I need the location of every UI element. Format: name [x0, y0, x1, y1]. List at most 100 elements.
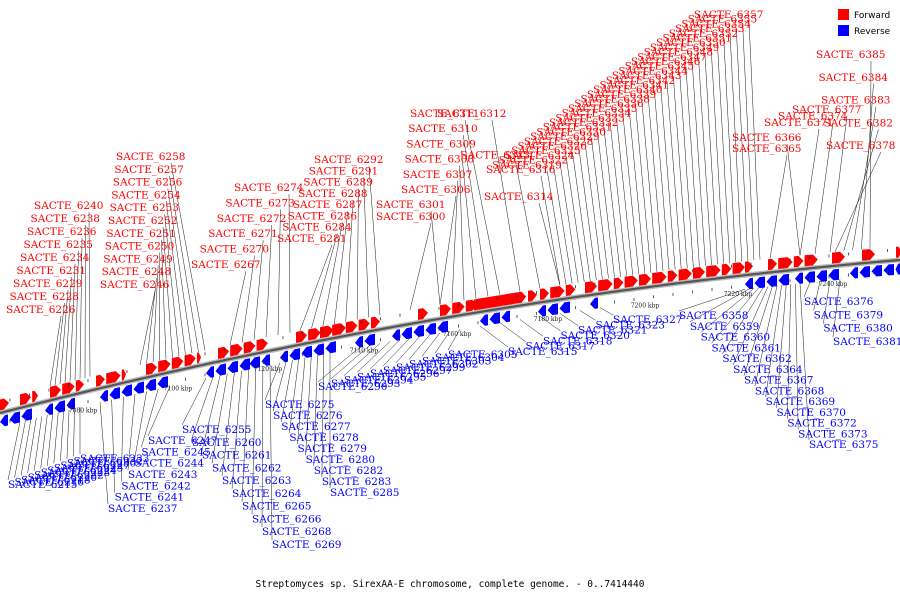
forward-gene-label: SACTE_6292 [314, 154, 383, 166]
reverse-gene-label: SACTE_6247 [148, 435, 217, 447]
forward-gene-arrow [540, 288, 549, 300]
forward-gene-label: SACTE_6333 [555, 112, 624, 124]
reverse-gene-arrow [871, 265, 882, 277]
forward-gene-label: SACTE_6258 [116, 151, 185, 163]
forward-gene-label: SACTE_6308 [405, 154, 474, 166]
forward-gene-arrow [721, 263, 732, 276]
reverse-gene-label: SACTE_6367 [744, 375, 813, 387]
reverse-gene-label: SACTE_6381 [833, 336, 900, 348]
reverse-gene-arrow [489, 312, 500, 325]
forward-gene-label: SACTE_6336 [574, 98, 644, 110]
reverse-gene-label: SACTE_6222 [34, 470, 103, 482]
reverse-gene-label: SACTE_6379 [814, 309, 883, 321]
forward-gene-label: SACTE_6342 [606, 75, 675, 87]
reverse-gene-arrow [547, 303, 558, 316]
reverse-gene-arrow [437, 320, 448, 333]
forward-gene-label: SACTE_6324 [505, 150, 575, 162]
forward-gene-label: SACTE_6353 [675, 23, 744, 35]
forward-gene-label: SACTE_6257 [114, 164, 183, 176]
forward-gene-arrow [667, 270, 678, 282]
forward-gene-arrow [320, 326, 331, 339]
reverse-gene-label: SACTE_6315 [508, 346, 577, 358]
forward-gene-arrow [745, 261, 753, 273]
forward-gene-arrow [75, 379, 84, 392]
reverse-gene-arrow [816, 270, 827, 282]
legend-forward-label: Forward [854, 11, 890, 21]
axis-tick-label: 7240 kbp [819, 281, 848, 288]
forward-gene-label: SACTE_6256 [113, 177, 183, 189]
reverse-gene-label: SACTE_6277 [281, 421, 350, 433]
reverse-gene-arrow [804, 271, 815, 283]
forward-gene-arrow [624, 275, 638, 288]
reverse-gene-arrow [100, 389, 108, 402]
forward-gene-label: SACTE_6346 [631, 56, 701, 68]
forward-gene-label: SACTE_6286 [288, 210, 358, 222]
reverse-gene-label: SACTE_6232 [73, 455, 142, 467]
reverse-gene-label: SACTE_6224 [47, 465, 117, 477]
forward-gene-label: SACTE_6339 [587, 89, 656, 101]
forward-gene-label: SACTE_6249 [103, 253, 172, 265]
reverse-gene-label: SACTE_6294 [344, 375, 414, 387]
reverse-gene-arrow [313, 343, 324, 356]
reverse-gene-label: SACTE_6263 [222, 475, 291, 487]
forward-gene-label: SACTE_6312 [437, 108, 506, 120]
forward-gene-arrow [230, 343, 243, 357]
forward-gene-arrow [171, 356, 184, 370]
axis-tick-label: 7120 kbp [254, 366, 283, 373]
forward-gene-arrow [256, 338, 268, 351]
forward-gene-label: SACTE_6287 [293, 199, 362, 211]
reverse-gene-label: SACTE_6296 [370, 368, 440, 380]
forward-gene-arrow [678, 268, 692, 281]
forward-gene-label: SACTE_6254 [111, 189, 181, 201]
forward-gene-label: SACTE_6330 [536, 126, 605, 138]
forward-gene-arrow [371, 316, 380, 329]
reverse-gene-arrow [249, 356, 260, 369]
reverse-gene-label: SACTE_6215 [8, 479, 77, 491]
forward-gene-label: SACTE_6309 [406, 138, 475, 150]
forward-gene-arrow [358, 318, 370, 331]
reverse-gene-label: SACTE_6376 [804, 296, 874, 308]
forward-gene-label: SACTE_6344 [618, 65, 688, 77]
forward-gene-label: SACTE_6350 [656, 37, 725, 49]
forward-gene-label: SACTE_6238 [31, 213, 100, 225]
forward-gene-label: SACTE_6291 [309, 165, 378, 177]
forward-gene-label: SACTE_6374 [778, 111, 848, 123]
forward-gene-label: SACTE_6251 [106, 228, 175, 240]
reverse-gene-label: SACTE_6220 [28, 472, 97, 484]
forward-gene-arrow [50, 385, 61, 398]
reverse-gene-label: SACTE_6282 [314, 465, 383, 477]
forward-gene-arrow [598, 279, 613, 292]
forward-gene-arrow [440, 304, 451, 317]
forward-gene-label: SACTE_6253 [110, 202, 179, 214]
reverse-gene-label: SACTE_6278 [289, 432, 358, 444]
reverse-gene-label: SACTE_6321 [578, 325, 647, 337]
reverse-gene-label: SACTE_6237 [108, 503, 177, 515]
reverse-gene-arrow [121, 384, 132, 397]
forward-gene-arrow [652, 271, 667, 284]
legend: Forward Reverse [838, 9, 891, 37]
forward-gene-arrow [565, 284, 576, 297]
forward-gene-label: SACTE_6341 [599, 79, 668, 91]
forward-gene-label: SACTE_6343 [612, 70, 681, 82]
reverse-gene-arrow [227, 360, 238, 373]
reverse-gene-label: SACTE_6370 [777, 407, 846, 419]
forward-gene-label: SACTE_6355 [688, 14, 757, 26]
reverse-gene-label: SACTE_6318 [543, 335, 612, 347]
reverse-gene-arrow [325, 341, 336, 354]
reverse-gene-label: SACTE_6262 [212, 462, 281, 474]
reverse-gene-arrow [590, 297, 598, 309]
forward-gene-label: SACTE_6271 [208, 228, 277, 240]
reverse-gene-arrow [145, 378, 156, 391]
reverse-gene-label: SACTE_6276 [273, 410, 343, 422]
reverse-gene-arrow [289, 348, 300, 361]
axis-tick-label: 7180 kbp [534, 316, 563, 323]
forward-gene-arrow [121, 369, 126, 381]
forward-gene-label: SACTE_6326 [518, 141, 588, 153]
reverse-gene-label: SACTE_6261 [202, 450, 271, 462]
reverse-gene-label: SACTE_6223 [41, 467, 110, 479]
forward-gene-label: SACTE_6366 [732, 132, 802, 144]
forward-gene-arrow [296, 330, 307, 343]
forward-gene-label: SACTE_6272 [217, 213, 286, 225]
reverse-gene-arrow [745, 277, 753, 290]
